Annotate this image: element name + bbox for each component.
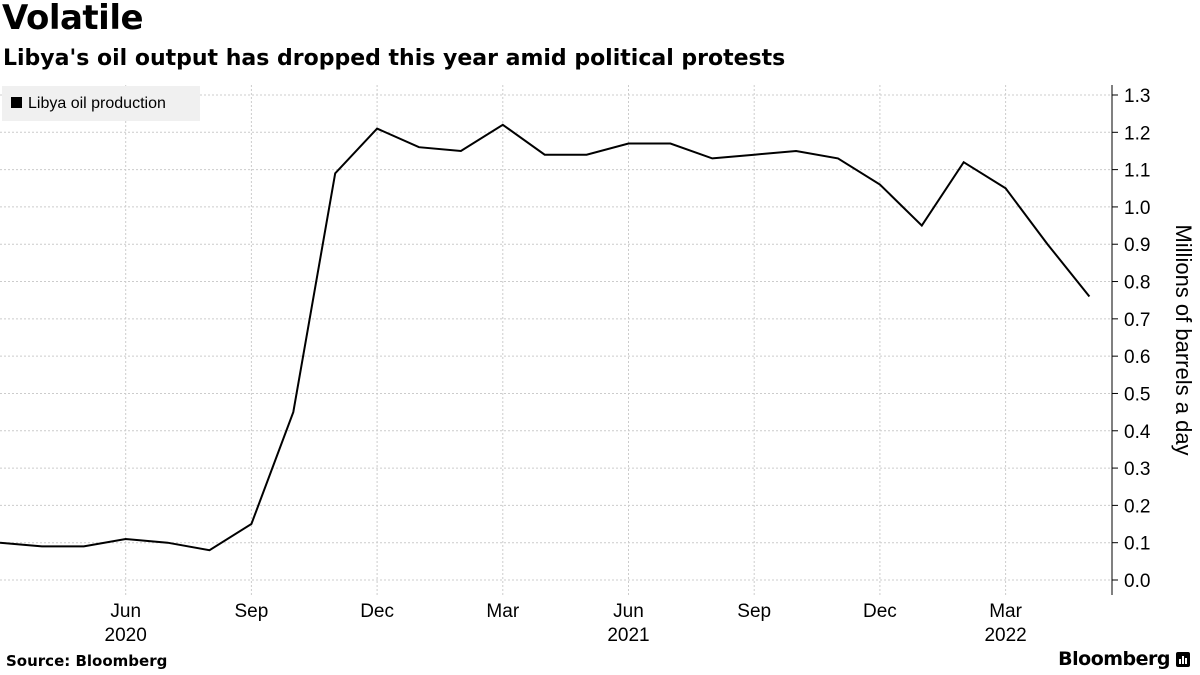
bar-chart-icon	[1176, 651, 1190, 667]
y-axis-title: Millions of barrels a day	[1171, 224, 1196, 455]
y-tick-label: 0.6	[1124, 347, 1150, 368]
y-tick-label: 1.1	[1124, 161, 1150, 182]
y-tick-label: 0.8	[1124, 273, 1150, 294]
y-tick-label: 0.5	[1124, 384, 1150, 405]
axes: 0.0 0.1 0.2 0.3 0.4 0.5 0.6 0.7 0.8 0.9 1.0 1.1 1.2 1…	[105, 85, 1151, 646]
y-tick-label: 0.7	[1124, 310, 1150, 331]
legend-background	[2, 86, 200, 121]
x-tick-label: Dec	[863, 601, 897, 622]
legend-label: Libya oil production	[28, 95, 166, 112]
x-tick-label: Dec	[360, 601, 394, 622]
legend-swatch	[11, 97, 22, 108]
x-tick-label: Sep	[737, 601, 771, 622]
x-tick-label: Mar	[989, 601, 1022, 622]
brand-name: Bloomberg	[1058, 648, 1170, 670]
x-tick-label: Jun	[110, 601, 141, 622]
x-tick-label: Jun	[613, 601, 644, 622]
y-tick-label: 0.2	[1124, 496, 1150, 517]
chart-title: Volatile	[2, 0, 144, 38]
y-tick-label: 0.4	[1124, 422, 1151, 443]
brand-logo: Bloomberg	[1058, 648, 1190, 670]
x-tick-label: Sep	[234, 601, 268, 622]
y-tick-label: 0.9	[1124, 235, 1150, 256]
y-tick-label: 0.0	[1124, 571, 1150, 592]
y-tick-label: 0.3	[1124, 459, 1150, 480]
x-year-label: 2020	[105, 625, 147, 646]
legend: Libya oil production	[2, 86, 200, 121]
source-note: Source: Bloomberg	[6, 652, 168, 670]
grid	[0, 85, 1112, 595]
series-line	[0, 123, 1091, 552]
x-tick-label: Mar	[486, 601, 519, 622]
y-tick-label: 1.2	[1124, 123, 1150, 144]
x-year-label: 2021	[607, 625, 649, 646]
y-tick-label: 1.3	[1124, 86, 1150, 107]
x-year-label: 2022	[984, 625, 1026, 646]
series	[0, 123, 1091, 552]
chart-subtitle: Libya's oil output has dropped this year…	[3, 46, 786, 71]
y-tick-label: 0.1	[1124, 534, 1150, 555]
y-tick-label: 1.0	[1124, 198, 1150, 219]
